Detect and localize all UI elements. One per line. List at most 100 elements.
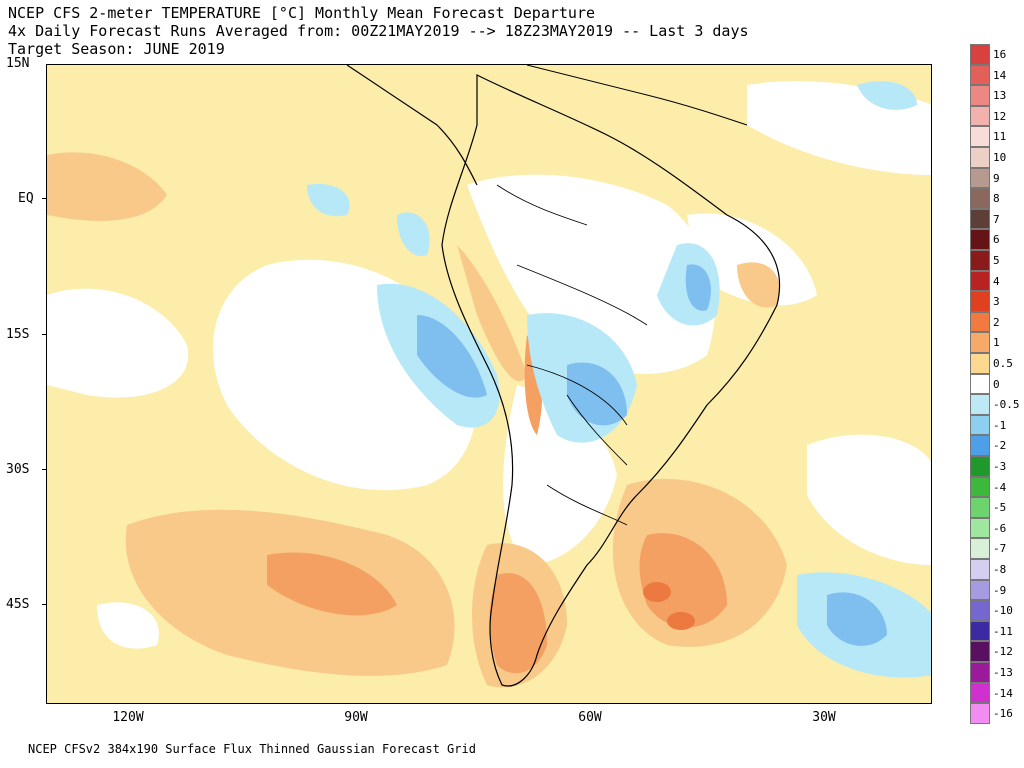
- colorbar-swatch: [970, 703, 990, 724]
- central-america-coastline: [346, 65, 478, 186]
- tick-eq: [42, 198, 46, 199]
- colorbar-swatch: [970, 435, 990, 456]
- footer-note: NCEP CFSv2 384x190 Surface Flux Thinned …: [28, 742, 476, 756]
- title-line-1: NCEP CFS 2-meter TEMPERATURE [°C] Monthl…: [8, 4, 595, 22]
- colorbar-swatch: [970, 250, 990, 271]
- colorbar-swatch: [970, 517, 990, 539]
- colorbar-label: -3: [993, 460, 1007, 473]
- colorbar-swatch: [970, 167, 990, 189]
- colorbar-label: -0.5: [993, 398, 1020, 412]
- colorbar-label: 16: [993, 48, 1007, 61]
- map-canvas: [47, 65, 931, 703]
- warm-east-pacific: [47, 152, 167, 221]
- country-borders: [496, 184, 648, 526]
- colorbar-label: -16: [993, 707, 1013, 721]
- colorbar-swatch: [970, 105, 990, 127]
- colorbar-swatch: [970, 579, 990, 601]
- colorbar-swatch: [970, 641, 990, 662]
- hot-south-atlantic: [639, 533, 727, 628]
- colorbar-swatch: [970, 559, 990, 580]
- colorbar-label: 5: [993, 254, 1000, 267]
- colorbar-label: -2: [993, 439, 1007, 453]
- warm-ne-brazil: [737, 262, 780, 308]
- colorbar-swatch: [970, 456, 990, 477]
- colorbar-swatch: [970, 353, 990, 374]
- colorbar-swatch: [970, 291, 990, 312]
- colorbar-label: 3: [993, 295, 1000, 309]
- warm-andes-north: [457, 245, 527, 382]
- cool-galapagos: [397, 212, 430, 256]
- colorbar-swatch: [970, 85, 990, 106]
- tick-15s: [42, 334, 46, 335]
- colorbar-label: 8: [993, 192, 1000, 206]
- colorbar-label: 13: [993, 89, 1007, 103]
- colorbar-swatch: [970, 600, 990, 621]
- colorbar-swatch: [970, 188, 990, 209]
- colorbar-swatch: [970, 126, 990, 147]
- lon-label-30w: 30W: [812, 710, 836, 725]
- colorbar-label: -7: [993, 542, 1007, 556]
- neutral-atlantic-mid-patch: [687, 213, 817, 306]
- lat-label-eq: EQ: [18, 191, 34, 206]
- colorbar-swatch: [970, 208, 990, 230]
- colorbar-label: -11: [993, 624, 1013, 638]
- colorbar-swatch: [970, 620, 990, 642]
- colorbar-swatch: [970, 682, 990, 704]
- colorbar-label: 12: [993, 109, 1007, 123]
- neutral-atlantic-south-patch: [807, 434, 931, 565]
- colorbar-swatch: [970, 394, 990, 415]
- cool-north-atlantic: [857, 81, 917, 110]
- colorbar-label: 7: [993, 212, 1000, 226]
- colorbar-label: -12: [993, 645, 1013, 659]
- colorbar-label: -5: [993, 501, 1007, 515]
- colorbar-swatch: [970, 64, 990, 86]
- lon-label-60w: 60W: [578, 710, 602, 725]
- lat-label-45s: 45S: [6, 597, 30, 612]
- colorbar-swatch: [970, 332, 990, 353]
- colorbar-swatch: [970, 497, 990, 518]
- colorbar-swatch: [970, 373, 990, 395]
- very-hot-atlantic-1: [643, 582, 671, 602]
- cold-paraguay: [567, 362, 627, 426]
- neutral-sw-patch: [97, 602, 159, 649]
- colorbar-label: 0: [993, 377, 1000, 391]
- colorbar-swatch: [970, 270, 990, 292]
- lat-label-15s: 15S: [6, 327, 30, 342]
- colorbar-label: 1: [993, 336, 1000, 350]
- colorbar-label: -1: [993, 418, 1007, 432]
- colorbar-label: 4: [993, 274, 1000, 288]
- cold-pacific: [417, 315, 487, 398]
- south-america-coastline: [441, 74, 781, 687]
- colorbar-label: 0.5: [993, 357, 1013, 370]
- tick-30s: [42, 469, 46, 470]
- colorbar-label: 11: [993, 130, 1007, 144]
- neutral-west-patch: [47, 288, 189, 398]
- colorbar-label: -4: [993, 480, 1007, 494]
- caribbean-coastline: [526, 65, 748, 126]
- colorbar-swatch: [970, 538, 990, 559]
- temperature-anomaly-map: [46, 64, 932, 704]
- title-line-2: 4x Daily Forecast Runs Averaged from: 00…: [8, 22, 749, 40]
- lon-label-90w: 90W: [344, 710, 368, 725]
- very-hot-atlantic-2: [667, 612, 695, 630]
- hot-south-pacific: [267, 552, 397, 616]
- tick-45s: [42, 604, 46, 605]
- lat-label-15n: 15N: [6, 56, 30, 71]
- cool-pacific-small: [307, 184, 350, 217]
- colorbar-label: -14: [993, 686, 1013, 700]
- colorbar-label: 14: [993, 68, 1007, 82]
- colorbar-label: 2: [993, 315, 1000, 329]
- colorbar-swatch: [970, 662, 990, 683]
- colorbar-label: 10: [993, 151, 1007, 164]
- colorbar-swatch: [970, 147, 990, 168]
- colorbar-label: -8: [993, 563, 1007, 576]
- neutral-brazil-patch: [467, 174, 715, 374]
- cold-south-atlantic: [827, 592, 887, 646]
- colorbar-swatch: [970, 311, 990, 333]
- colorbar-label: -10: [993, 604, 1013, 618]
- colorbar-label: 9: [993, 171, 1000, 185]
- colorbar-label: -9: [993, 583, 1007, 597]
- colorbar-label: 6: [993, 233, 1000, 247]
- colorbar-label: -6: [993, 521, 1007, 535]
- title-line-3: Target Season: JUNE 2019: [8, 40, 225, 58]
